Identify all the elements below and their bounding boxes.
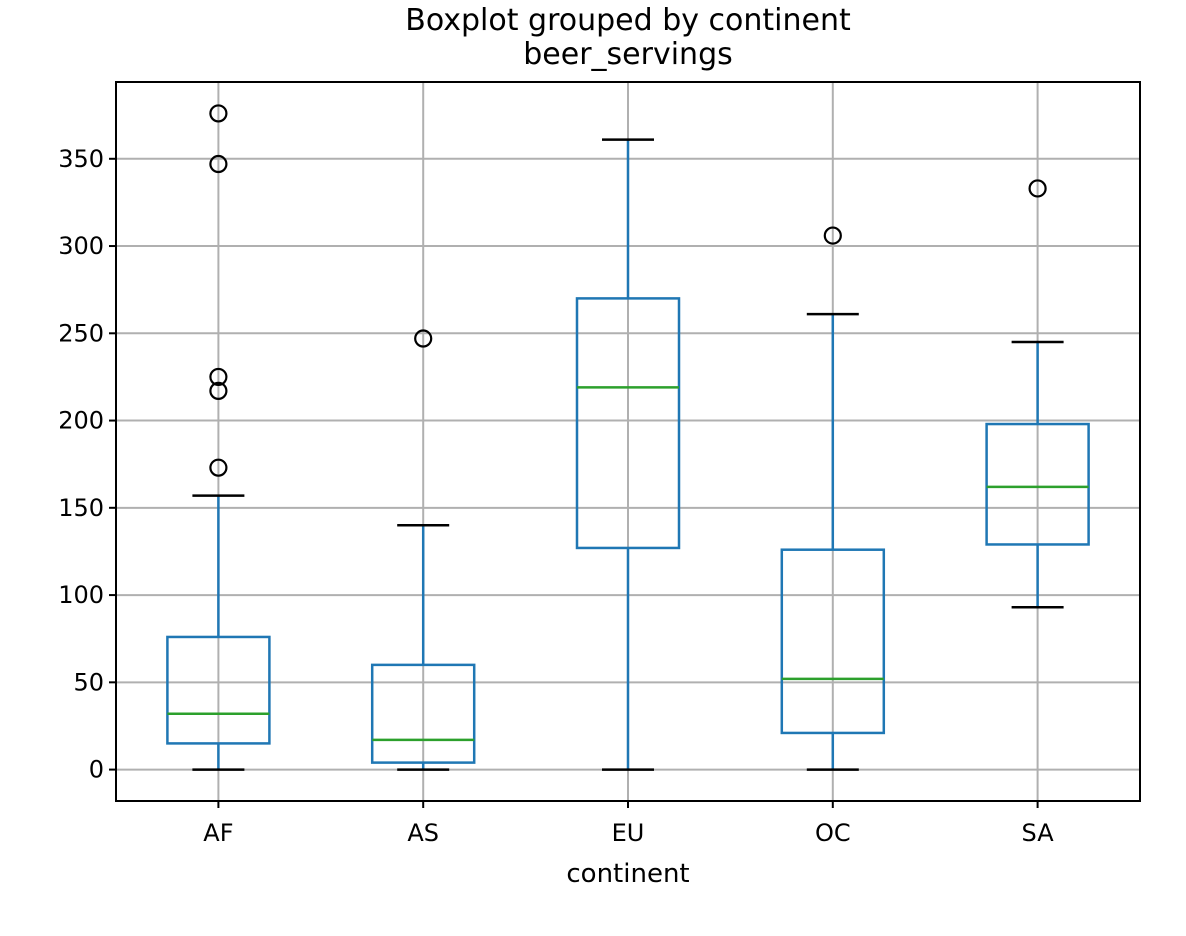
x-axis-label: continent [566,859,689,889]
box-layer [166,104,1090,771]
y-tick-label: 350 [58,145,104,173]
box-iqr [166,635,271,745]
outlier-point [414,329,433,348]
y-tick-label: 300 [58,232,104,260]
y-tick-label: 100 [58,581,104,609]
x-tick-label: SA [1022,819,1055,847]
tick-layer: 0 50 100 150 200 250 300 350 AF AS EU OC SA [58,145,1054,847]
y-tick-label: 150 [58,494,104,522]
outlier-point [209,154,228,174]
outlier-point [209,458,228,477]
plot-frame [115,81,1141,802]
box-iqr [780,548,886,735]
box-group-sa [985,179,1090,609]
x-tick-label: EU [612,819,645,847]
x-tick-label: AS [407,819,439,847]
box-group-eu [575,138,681,771]
box-iqr [575,297,681,550]
box-group-as [370,329,476,771]
box-group-oc [780,226,886,771]
outlier-point [209,367,228,387]
x-tick-label: OC [815,819,851,847]
outlier-point [823,226,842,245]
outlier-point [209,104,228,123]
box-iqr [985,422,1090,546]
y-tick-label: 0 [89,756,104,784]
x-tick-label: AF [203,819,233,847]
box-iqr [370,663,476,764]
y-tick-label: 200 [58,407,104,435]
y-tick-label: 50 [73,668,104,696]
outlier-point [209,381,228,400]
chart-title: Boxplot grouped by continent [405,3,851,38]
y-tick-label: 250 [58,319,104,347]
box-group-af [166,104,271,771]
outlier-point [1028,179,1047,198]
chart-subtitle: beer_servings [523,37,733,72]
